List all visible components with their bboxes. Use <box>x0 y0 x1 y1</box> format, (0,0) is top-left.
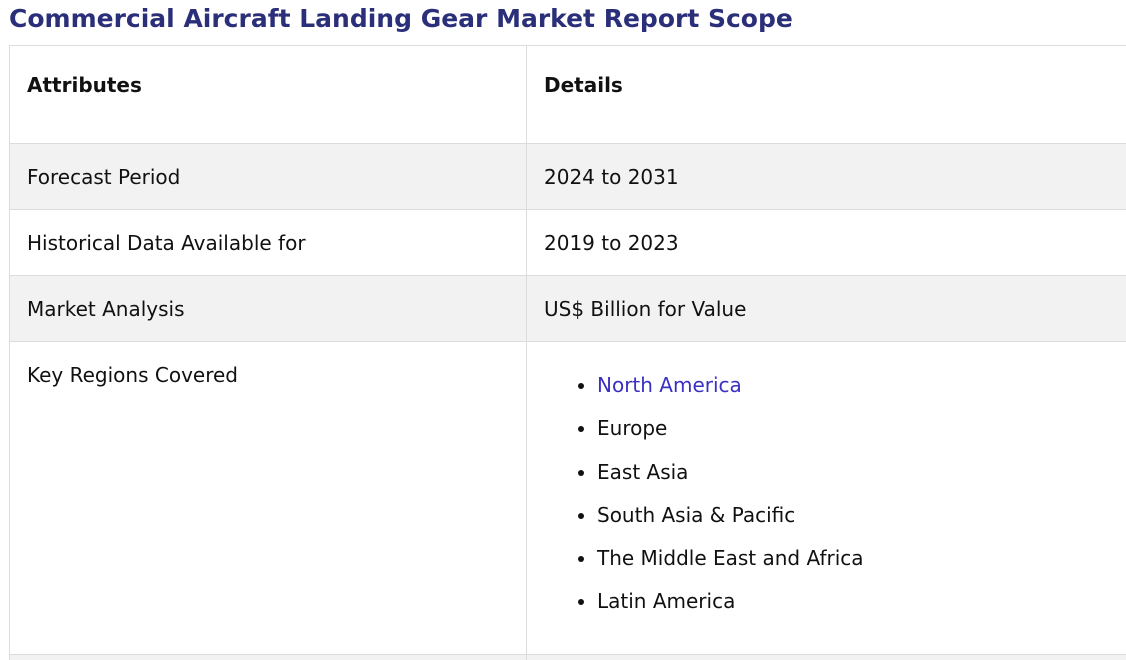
region-link-north-america[interactable]: North America <box>597 373 742 397</box>
attribute-cell: Market Analysis <box>9 275 527 342</box>
region-list: North America Europe East Asia South Asi… <box>544 364 1109 624</box>
detail-cell: 2024 to 2031 <box>526 143 1126 210</box>
list-item-region: South Asia & Pacific <box>597 494 1109 537</box>
attribute-cell: Forecast Period <box>9 143 527 210</box>
attribute-cell-empty <box>9 654 527 660</box>
attribute-cell: Key Regions Covered <box>9 341 527 655</box>
list-item-region: Europe <box>597 407 1109 450</box>
detail-cell-empty <box>526 654 1126 660</box>
report-scope-table: Attributes Details Forecast Period 2024 … <box>9 45 1126 660</box>
list-item-region: Latin America <box>597 580 1109 623</box>
list-item-region: East Asia <box>597 451 1109 494</box>
list-item-region: The Middle East and Africa <box>597 537 1109 580</box>
list-item-region: North America <box>597 364 1109 407</box>
table-row: Historical Data Available for 2019 to 20… <box>9 209 1126 276</box>
detail-cell: 2019 to 2023 <box>526 209 1126 276</box>
table-row: Market Analysis US$ Billion for Value <box>9 275 1126 342</box>
table-row: Forecast Period 2024 to 2031 <box>9 143 1126 210</box>
column-header-details: Details <box>526 45 1126 144</box>
page-title: Commercial Aircraft Landing Gear Market … <box>9 4 793 33</box>
table-row-key-regions: Key Regions Covered North America Europe… <box>9 341 1126 655</box>
table-row-cutoff <box>9 654 1126 660</box>
detail-cell: North America Europe East Asia South Asi… <box>526 341 1126 655</box>
detail-cell: US$ Billion for Value <box>526 275 1126 342</box>
column-header-attributes: Attributes <box>9 45 527 144</box>
attribute-cell: Historical Data Available for <box>9 209 527 276</box>
table-header-row: Attributes Details <box>9 45 1126 144</box>
